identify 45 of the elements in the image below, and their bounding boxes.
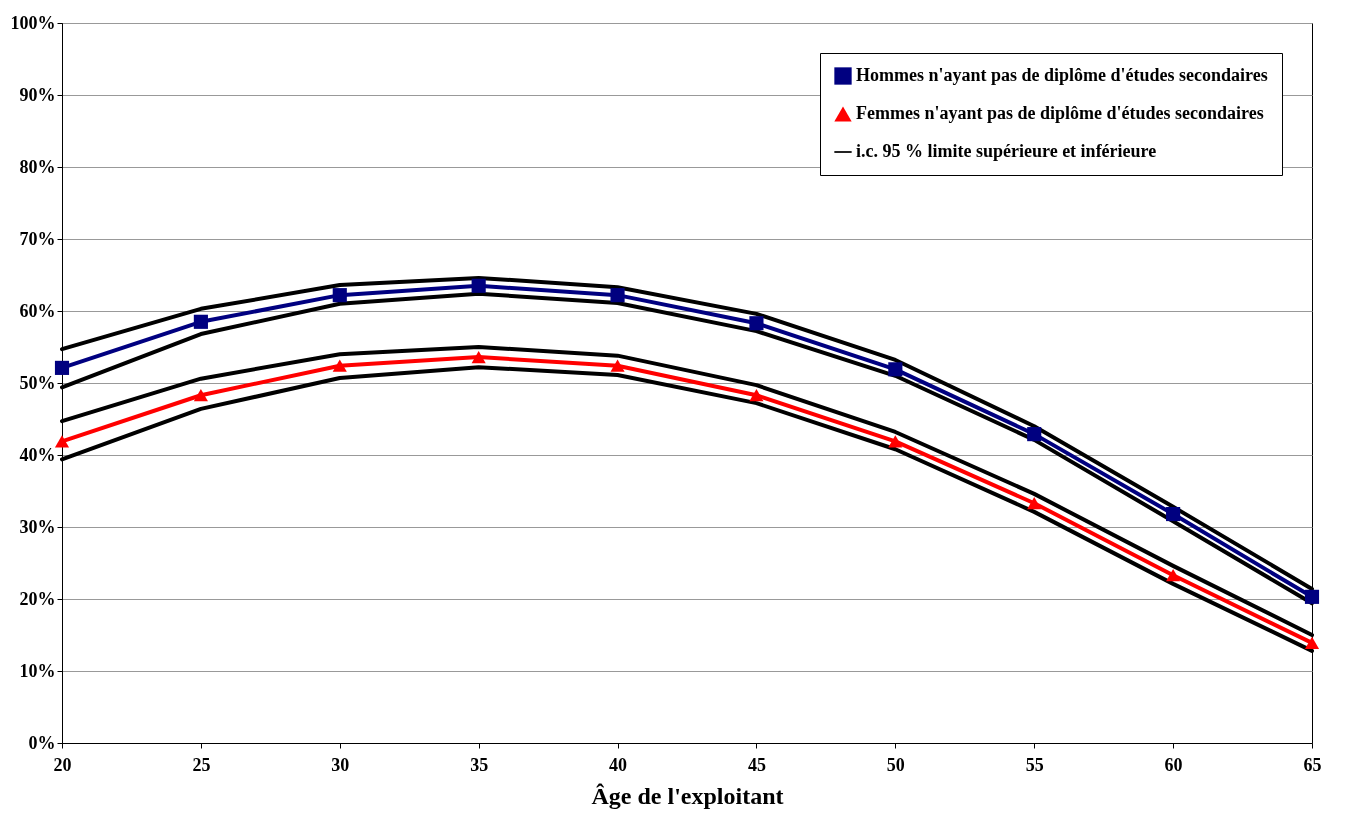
y-tick-label: 20% bbox=[19, 588, 56, 609]
point bbox=[749, 389, 764, 402]
point bbox=[888, 435, 903, 448]
point bbox=[332, 359, 347, 372]
point bbox=[1304, 589, 1320, 604]
point bbox=[332, 288, 347, 303]
x-tick-label: 65 bbox=[1303, 754, 1322, 775]
x-tick-label: 45 bbox=[747, 754, 766, 775]
x-tick-label: 30 bbox=[331, 754, 350, 775]
point bbox=[610, 288, 625, 303]
point bbox=[471, 278, 486, 293]
point bbox=[1027, 497, 1042, 510]
point bbox=[54, 360, 70, 375]
y-tick-label: 0% bbox=[28, 732, 56, 753]
y-tick-label: 90% bbox=[19, 84, 56, 105]
y-tick-label: 60% bbox=[19, 300, 56, 321]
x-tick-label: 55 bbox=[1025, 754, 1044, 775]
point bbox=[54, 435, 70, 448]
y-tick-label: 70% bbox=[19, 228, 56, 249]
point bbox=[471, 350, 486, 364]
x-tick-label: 35 bbox=[470, 754, 489, 775]
y-tick-label: 80% bbox=[19, 156, 56, 177]
x-tick-label: 60 bbox=[1164, 754, 1183, 775]
point bbox=[1304, 636, 1320, 650]
legend-label: i.c. 95 % limite supérieure et inférieure bbox=[856, 141, 1157, 161]
y-tick-label: 50% bbox=[19, 372, 56, 393]
x-tick-label: 25 bbox=[192, 754, 211, 775]
point bbox=[1166, 569, 1181, 582]
y-tick-label: 40% bbox=[19, 444, 56, 465]
x-tick-label: 50 bbox=[886, 754, 905, 775]
point bbox=[193, 314, 208, 329]
point bbox=[749, 316, 764, 331]
point bbox=[1027, 427, 1042, 442]
legend-label: Femmes n'ayant pas de diplôme d'études secondaires bbox=[856, 103, 1264, 123]
y-tick-label: 30% bbox=[19, 516, 56, 537]
point bbox=[610, 359, 625, 372]
x-tick-label: 20 bbox=[53, 754, 72, 775]
y-tick-label: 10% bbox=[19, 660, 56, 681]
legend-label: Hommes n'ayant pas de diplôme d'études secondaires bbox=[856, 65, 1268, 85]
point bbox=[193, 389, 208, 402]
point bbox=[1166, 506, 1181, 522]
x-tick-label: 40 bbox=[609, 754, 628, 775]
y-tick-label: 100% bbox=[10, 12, 56, 33]
point bbox=[888, 362, 903, 377]
x-axis-title: Âge de l'exploitant bbox=[591, 782, 784, 809]
